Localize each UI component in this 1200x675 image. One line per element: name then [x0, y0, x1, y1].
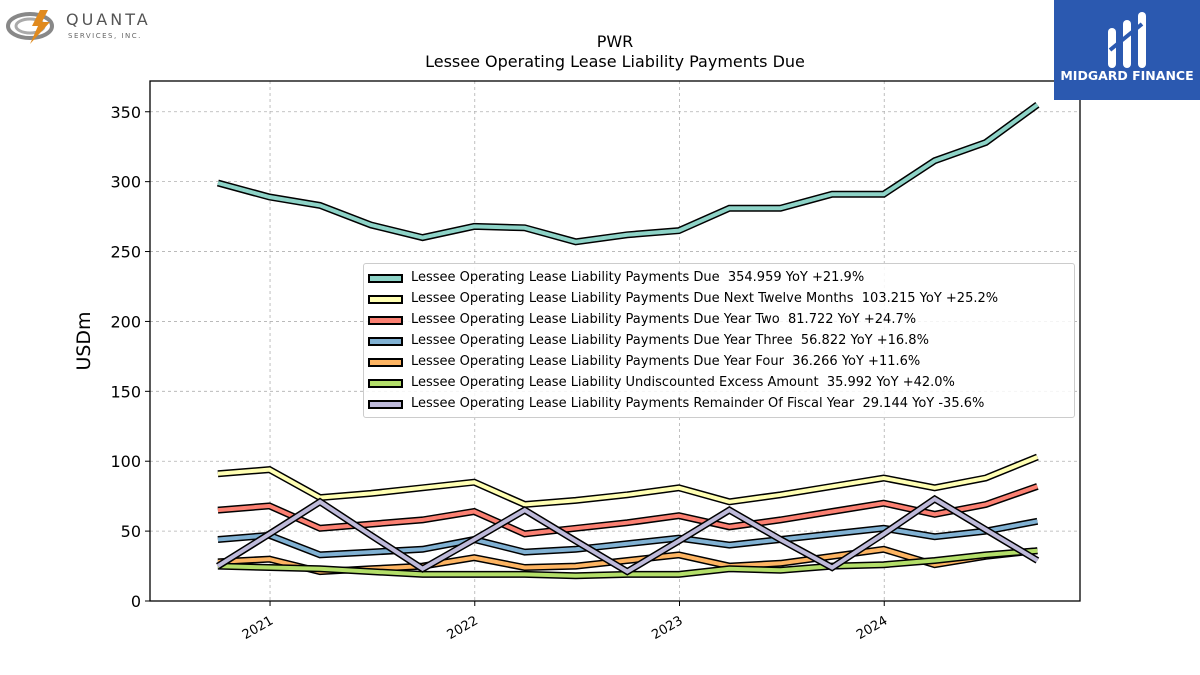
- series-line-2: [217, 455, 1039, 507]
- y-tick-label: 100: [110, 452, 141, 471]
- series-lines: [216, 101, 1040, 580]
- legend-swatch: [368, 400, 403, 409]
- legend-entry: Lessee Operating Lease Liability Payment…: [364, 352, 1074, 372]
- quanta-logo-name: QUANTA: [66, 10, 151, 29]
- legend-entry: Lessee Operating Lease Liability Payment…: [364, 331, 1074, 351]
- quanta-logo-sub: SERVICES, INC.: [68, 32, 142, 40]
- plot-frame: [149, 80, 1081, 602]
- legend-entry: Lessee Operating Lease Liability Payment…: [364, 289, 1074, 309]
- legend-swatch: [368, 358, 403, 367]
- y-tick-label: 350: [110, 103, 141, 122]
- x-axis: 2021 2022 2023 2024: [240, 601, 890, 643]
- chart-title: Lessee Operating Lease Liability Payment…: [425, 52, 805, 71]
- y-tick-label: 200: [110, 312, 141, 331]
- legend-label: Lessee Operating Lease Liability Payment…: [411, 312, 917, 327]
- legend-entry: Lessee Operating Lease Liability Undisco…: [364, 373, 1074, 393]
- legend-swatch: [368, 337, 403, 346]
- legend-entry: Lessee Operating Lease Liability Payment…: [364, 310, 1074, 330]
- legend-entry: Lessee Operating Lease Liability Payment…: [364, 268, 1074, 288]
- y-axis-label: USDm: [73, 311, 95, 371]
- quanta-logo: QUANTA SERVICES, INC.: [4, 4, 164, 48]
- x-tick-label: 2023: [649, 613, 685, 643]
- legend-label: Lessee Operating Lease Liability Undisco…: [411, 375, 955, 390]
- legend-swatch: [368, 316, 403, 325]
- y-tick-label: 300: [110, 173, 141, 192]
- midgard-logo-icon: [1108, 12, 1146, 68]
- legend-label: Lessee Operating Lease Liability Payment…: [411, 270, 865, 285]
- y-tick-label: 250: [110, 243, 141, 262]
- legend-swatch: [368, 295, 403, 304]
- y-tick-label: 0: [131, 592, 141, 611]
- x-tick-label: 2024: [854, 613, 890, 643]
- y-axis: 0 50 100 150 200 250 300 350: [110, 103, 150, 611]
- midgard-logo-name: MIDGARD FINANCE: [1060, 68, 1194, 83]
- legend-label: Lessee Operating Lease Liability Payment…: [411, 354, 921, 369]
- x-tick-label: 2022: [445, 613, 481, 643]
- legend-label: Lessee Operating Lease Liability Payment…: [411, 333, 929, 348]
- x-tick-label: 2021: [240, 613, 276, 643]
- legend-entry: Lessee Operating Lease Liability Payment…: [364, 394, 1074, 414]
- legend-label: Lessee Operating Lease Liability Payment…: [411, 396, 985, 411]
- midgard-logo: MIDGARD FINANCE: [1054, 0, 1200, 100]
- series-line-4: [217, 519, 1038, 557]
- chart-ticker: PWR: [596, 32, 634, 51]
- quanta-logo-icon: [6, 10, 54, 44]
- legend-swatch: [368, 274, 403, 283]
- series-line-7: [216, 496, 1039, 574]
- series-line-1: [217, 103, 1039, 244]
- legend: Lessee Operating Lease Liability Payment…: [363, 263, 1075, 418]
- y-tick-label: 150: [110, 382, 141, 401]
- y-tick-label: 50: [121, 522, 141, 541]
- legend-label: Lessee Operating Lease Liability Payment…: [411, 291, 999, 306]
- legend-swatch: [368, 379, 403, 388]
